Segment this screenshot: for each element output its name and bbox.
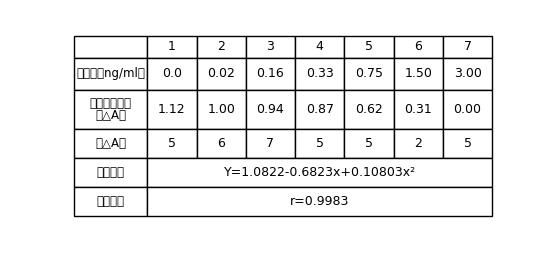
Text: 5: 5 [464,137,471,150]
Bar [394,58,443,90]
Bar [295,36,344,58]
Bar [197,129,246,158]
Text: r=0.9983: r=0.9983 [290,195,349,208]
Bar [344,36,394,58]
Bar [147,158,492,187]
Bar [73,129,147,158]
Bar [147,36,197,58]
Text: 1.00: 1.00 [207,103,235,116]
Bar [394,36,443,58]
Text: 5: 5 [168,137,176,150]
Bar [197,58,246,90]
Bar [295,58,344,90]
Text: 5: 5 [316,137,323,150]
Text: 0.94: 0.94 [257,103,284,116]
Bar [73,158,147,187]
Bar [246,129,295,158]
Text: 1.12: 1.12 [158,103,185,116]
Text: 0.87: 0.87 [306,103,334,116]
Bar [73,90,147,129]
Bar [344,58,394,90]
Text: 0.31: 0.31 [405,103,432,116]
Text: 0.16: 0.16 [257,67,284,80]
Bar [147,58,197,90]
Text: 3: 3 [267,40,274,54]
Bar [443,129,492,158]
Text: Y=1.0822-0.6823x+0.10803x²: Y=1.0822-0.6823x+0.10803x² [224,166,416,179]
Bar [197,36,246,58]
Bar [246,36,295,58]
Text: 6: 6 [217,137,225,150]
Text: 1: 1 [168,40,176,54]
Text: 5: 5 [365,40,373,54]
Bar [443,36,492,58]
Bar [443,90,492,129]
Text: 7: 7 [464,40,471,54]
Bar [197,90,246,129]
Bar [394,129,443,158]
Text: 0.02: 0.02 [207,67,235,80]
Bar [344,90,394,129]
Bar [73,58,147,90]
Text: 0.62: 0.62 [355,103,383,116]
Bar [344,129,394,158]
Text: 0.0: 0.0 [162,67,182,80]
Text: 3.00: 3.00 [454,67,481,80]
Bar [73,36,147,58]
Bar [394,90,443,129]
Text: 4: 4 [316,40,323,54]
Text: 相关系数: 相关系数 [97,195,124,208]
Bar [147,129,197,158]
Bar [246,58,295,90]
Bar [147,187,492,216]
Text: 吸光度均值值: 吸光度均值值 [89,97,131,110]
Text: 0.00: 0.00 [454,103,481,116]
Text: 0.75: 0.75 [355,67,383,80]
Text: 5: 5 [365,137,373,150]
Text: 7: 7 [267,137,274,150]
Text: 2: 2 [415,137,422,150]
Text: （△A）: （△A） [95,137,126,150]
Text: 回归方程: 回归方程 [97,166,124,179]
Bar [246,90,295,129]
Bar [443,58,492,90]
Text: 0.33: 0.33 [306,67,333,80]
Bar [147,90,197,129]
Bar [295,90,344,129]
Text: 1.50: 1.50 [404,67,432,80]
Text: 理论值（ng/ml）: 理论值（ng/ml） [76,67,145,80]
Text: 2: 2 [217,40,225,54]
Text: 6: 6 [415,40,422,54]
Text: （△A）: （△A） [95,109,126,122]
Bar [295,129,344,158]
Bar [73,187,147,216]
